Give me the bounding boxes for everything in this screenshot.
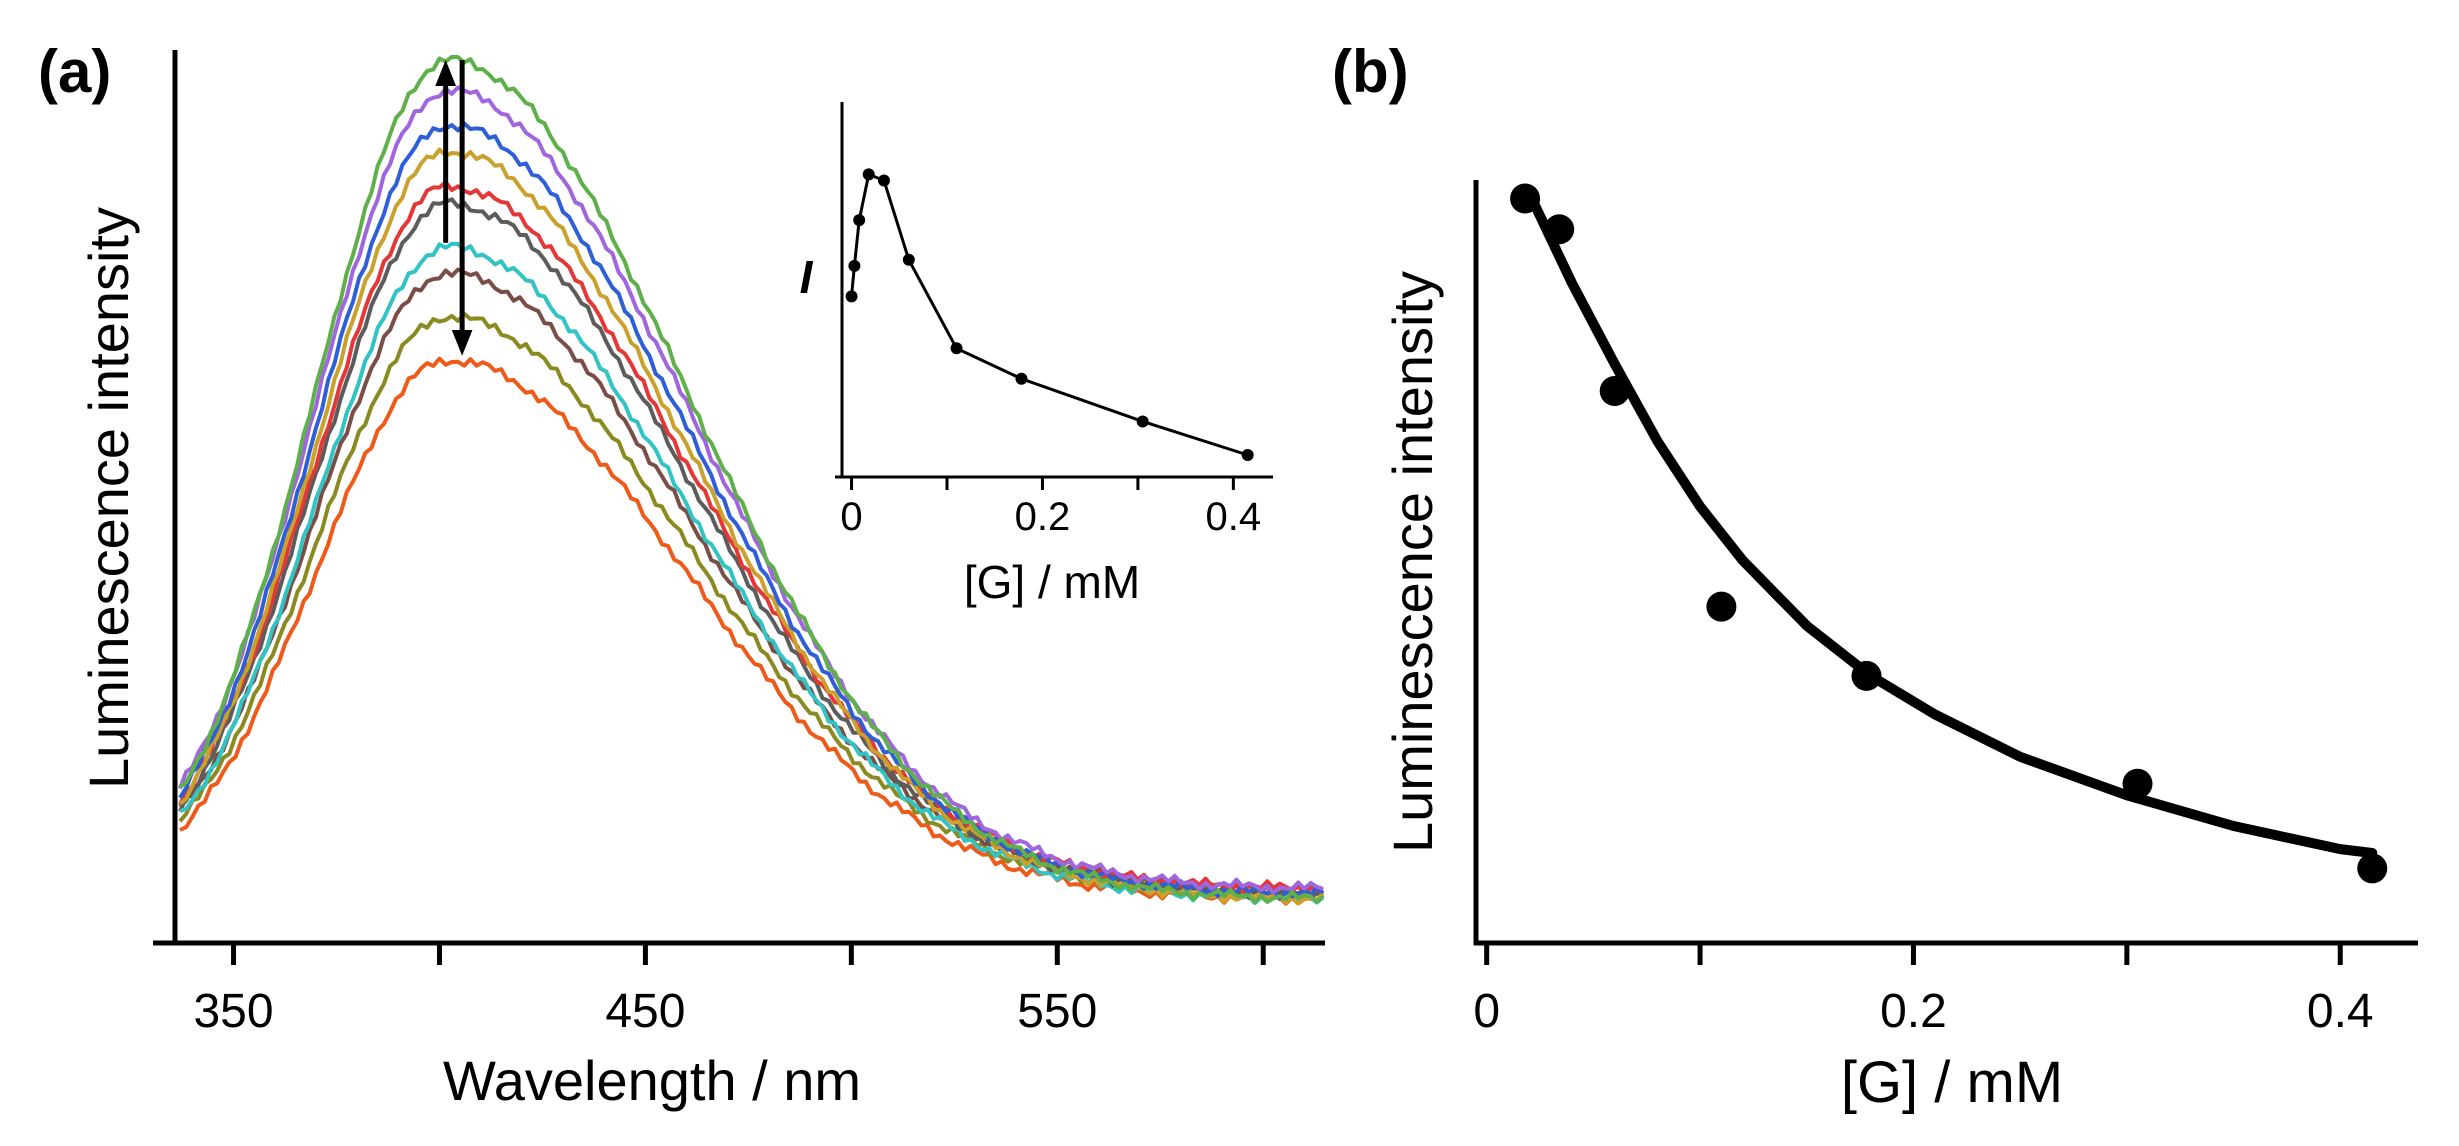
spectrum-line (178, 54, 1325, 905)
data-point (2357, 853, 2388, 884)
fit-curve (1528, 197, 2378, 858)
inset-point (1015, 372, 1028, 385)
panel-b-tick-label: 0 (1473, 985, 1500, 1038)
inset-x-ticks (850, 477, 1235, 490)
inset-point (845, 290, 858, 303)
inset-point (878, 174, 890, 187)
panel-a: (a) 350 450 550 Wavelength / nm Luminesc… (38, 38, 1325, 1112)
panel-a-arrows (435, 60, 473, 356)
inset-point (862, 168, 875, 181)
inset-tick-label: 0.4 (1206, 495, 1262, 539)
data-point (1706, 591, 1737, 622)
panel-a-x-ticks (231, 943, 1266, 965)
panel-b-x-ticks (1484, 943, 2343, 965)
inset-point (1136, 415, 1149, 428)
spectrum-line (178, 180, 1324, 896)
inset-x-axis-label: [G] / mM (964, 556, 1140, 608)
inset-point (848, 259, 861, 272)
panel-a-x-tick-labels: 350 450 550 (193, 985, 1097, 1038)
panel-a-spectra (178, 54, 1325, 906)
inset-point (950, 342, 963, 355)
inset-point (853, 214, 866, 227)
inset-plot (845, 168, 1254, 461)
panel-a-x-axis-label: Wavelength / nm (443, 1049, 861, 1112)
spectrum-line (178, 311, 1325, 901)
panel-a-tick-label: 450 (605, 985, 685, 1038)
data-point (2122, 768, 2153, 799)
inset-point (1241, 449, 1254, 461)
panel-b-x-axis-label: [G] / mM (1841, 1050, 2063, 1115)
data-point (1544, 214, 1575, 245)
data-point (1851, 660, 1882, 691)
data-point (1599, 376, 1630, 406)
inset-point (902, 253, 915, 266)
spectrum-line (178, 85, 1324, 895)
panel-b-label: (b) (1332, 38, 1409, 105)
panel-a-tick-label: 550 (1017, 985, 1097, 1038)
spectrum-line (179, 356, 1325, 906)
spectrum-line (178, 121, 1325, 901)
panel-b-tick-label: 0.4 (2307, 985, 2374, 1038)
inset-tick-label: 0 (840, 495, 862, 539)
inset: 0 0.2 0.4 [G] / mM I (800, 102, 1273, 608)
panel-b-tick-label: 0.2 (1880, 985, 1947, 1038)
panel-b: (b) 0 0.2 0.4 [G] / mM Luminescence inte… (1332, 38, 2418, 1115)
panel-b-plot (1510, 183, 2388, 884)
panel-b-y-axis-label: Luminescence intensity (1381, 271, 1444, 853)
panel-a-label: (a) (38, 38, 111, 105)
inset-tick-label: 0.2 (1015, 495, 1071, 539)
panel-a-y-axis-label: Luminescence intensity (77, 207, 140, 789)
data-point (1510, 183, 1541, 214)
inset-line (850, 172, 1249, 457)
inset-y-axis-label: I (800, 251, 814, 303)
panel-a-tick-label: 350 (193, 985, 273, 1038)
